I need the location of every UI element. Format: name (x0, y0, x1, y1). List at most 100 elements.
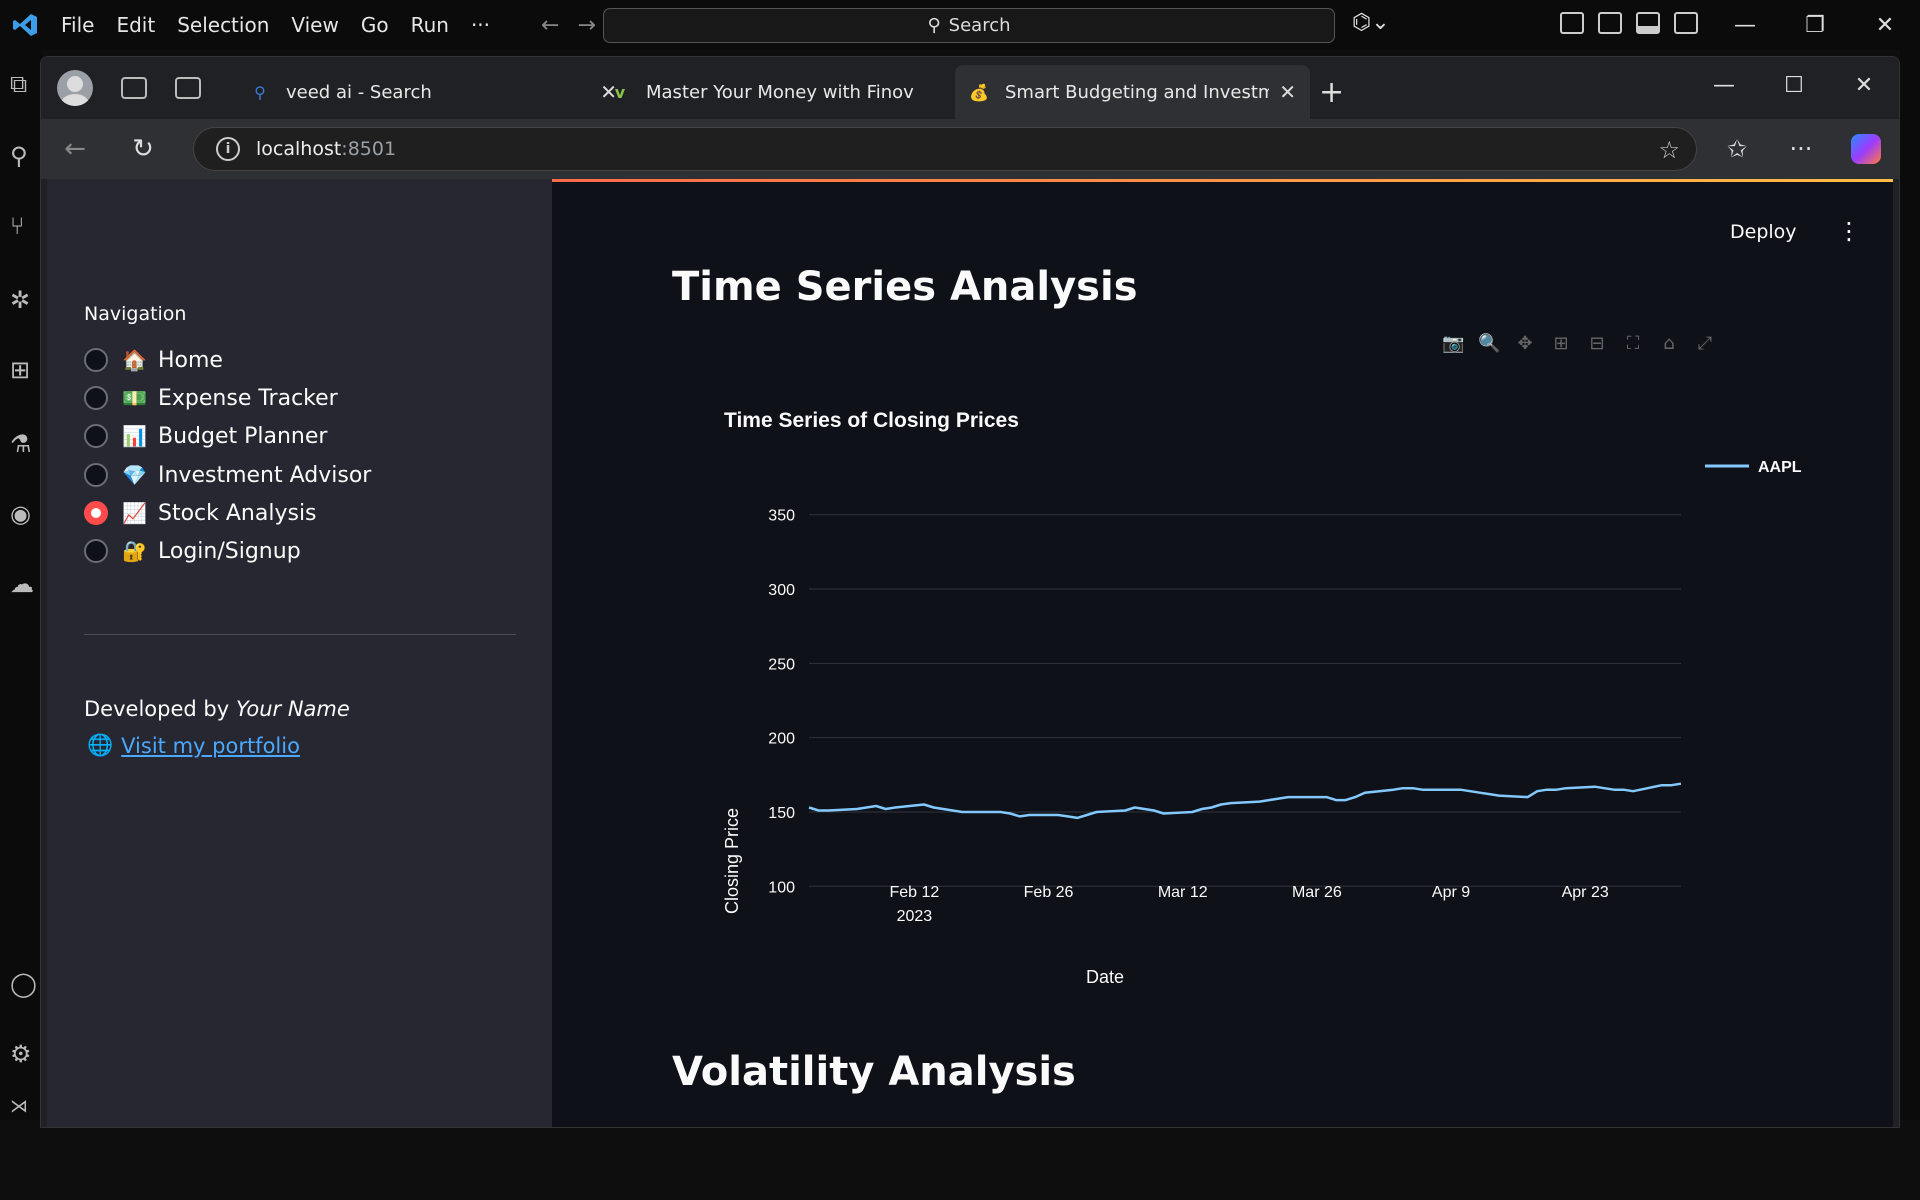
camera-icon[interactable]: 📷 (1442, 333, 1465, 354)
browser-maximize-button[interactable]: ☐ (1784, 72, 1804, 98)
back-arrow-icon[interactable]: ← (64, 134, 86, 164)
main-menu-icon[interactable]: ⋮ (1837, 217, 1861, 245)
account-icon[interactable]: ◯ (10, 970, 37, 998)
extensions-icon[interactable]: ⊞ (10, 356, 31, 384)
x-tick-label: Apr 23 (1562, 884, 1609, 901)
deploy-button[interactable]: Deploy (1730, 221, 1797, 243)
vscode-minimize-button[interactable]: — (1734, 12, 1756, 38)
streamlit-page: Navigation 🏠 Home 💵 Expense Tracker 📊 Bu… (47, 179, 1893, 1127)
navigation-label: Navigation (84, 303, 187, 325)
x-tick-label: Apr 9 (1432, 884, 1470, 901)
zoom-in-icon[interactable]: ⊞ (1553, 333, 1569, 354)
menu-edit[interactable]: Edit (116, 13, 156, 37)
close-icon[interactable]: ✕ (600, 80, 617, 104)
customize-layout-icon[interactable] (1560, 12, 1584, 34)
y-tick-label: 300 (768, 582, 795, 599)
section-title-volatility: Volatility Analysis (672, 1049, 1076, 1095)
source-control-icon[interactable]: ⑂ (10, 212, 25, 240)
time-series-chart[interactable]: Time Series of Closing Prices 100 150 200 2… (672, 397, 1862, 997)
radio-button[interactable] (84, 463, 108, 487)
y-tick-label: 150 (768, 805, 795, 822)
radio-button[interactable] (84, 386, 108, 410)
x-tick-label: Feb 12 (890, 884, 940, 901)
radio-button[interactable] (84, 348, 108, 372)
zoom-icon[interactable]: 🔍 (1478, 333, 1501, 354)
toggle-panel-icon[interactable] (1636, 12, 1660, 34)
search-icon: ⚲ (927, 15, 941, 36)
vscode-scroll-strip (1900, 50, 1920, 1120)
search-icon[interactable]: ⚲ (10, 142, 28, 170)
menu-run[interactable]: Run (410, 13, 449, 37)
menu-go[interactable]: Go (360, 13, 389, 37)
back-arrow-icon[interactable]: ← (541, 12, 560, 38)
y-tick-label: 250 (768, 656, 795, 673)
nav-option-investment-advisor[interactable]: 💎 Investment Advisor (84, 458, 371, 492)
legend-label[interactable]: AAPL (1758, 459, 1802, 476)
new-tab-button[interactable]: + (1319, 75, 1345, 110)
settings-gear-icon[interactable]: ⚙ (10, 1040, 32, 1068)
chart-series (808, 782, 1682, 820)
debug-icon[interactable]: ✲ (10, 286, 31, 314)
portfolio-link[interactable]: Visit my portfolio (121, 733, 300, 758)
nav-option-budget-planner[interactable]: 📊 Budget Planner (84, 419, 327, 453)
url-field[interactable]: i localhost:8501 ☆ (193, 127, 1697, 171)
x-tick-label: Feb 26 (1024, 884, 1074, 901)
vscode-search-box[interactable]: ⚲ Search (603, 8, 1335, 43)
veed-icon: v (614, 82, 626, 102)
nav-option-expense-tracker[interactable]: 💵 Expense Tracker (84, 381, 338, 415)
tab-finovate[interactable]: v Master Your Money with Finovate ✕ (596, 65, 991, 119)
nav-option-home[interactable]: 🏠 Home (84, 343, 223, 377)
browser-close-button[interactable]: ✕ (1854, 72, 1874, 98)
autoscale-icon[interactable]: ⛶ (1626, 333, 1640, 354)
vscode-activity-bar: ⧉ ⚲ ⑂ ✲ ⊞ ⚗ ◉ ☁ ◯ ⚙ ⋊ (0, 50, 42, 1120)
favorite-star-icon[interactable]: ☆ (1658, 136, 1680, 164)
nav-option-label: Stock Analysis (158, 500, 317, 526)
vscode-restore-button[interactable]: ❐ (1805, 12, 1825, 38)
copilot-icon[interactable] (1851, 134, 1881, 164)
x-axis-label: Date (1086, 967, 1124, 987)
nav-option-label: Login/Signup (158, 538, 301, 564)
nav-option-login-signup[interactable]: 🔐 Login/Signup (84, 534, 301, 568)
reset-axes-icon[interactable]: ⌂ (1663, 333, 1675, 354)
sidebar: Navigation 🏠 Home 💵 Expense Tracker 📊 Bu… (47, 179, 552, 1127)
tab-title: veed ai - Search (286, 81, 432, 103)
toggle-sidebar-icon[interactable] (1598, 12, 1622, 34)
radio-button[interactable] (84, 424, 108, 448)
forward-arrow-icon[interactable]: → (577, 12, 596, 38)
workspaces-icon[interactable] (121, 77, 147, 99)
zoom-out-icon[interactable]: ⊟ (1589, 333, 1605, 354)
series-line-aapl[interactable] (808, 782, 1682, 820)
copilot-icon[interactable]: ⌬⌄ (1352, 10, 1390, 35)
site-info-icon[interactable]: i (216, 137, 240, 161)
radio-button[interactable] (84, 539, 108, 563)
menu-more[interactable]: ··· (470, 13, 491, 37)
close-icon[interactable]: ✕ (1279, 80, 1296, 104)
tab-veed-search[interactable]: ⚲ veed ai - Search ✕ (236, 65, 631, 119)
menu-file[interactable]: File (61, 13, 95, 37)
browser-minimize-button[interactable]: — (1713, 72, 1735, 98)
nav-option-stock-analysis[interactable]: 📈 Stock Analysis (84, 496, 317, 530)
menu-view[interactable]: View (291, 13, 339, 37)
tab-actions-icon[interactable] (175, 77, 201, 99)
radio-button-selected[interactable] (84, 501, 108, 525)
pan-icon[interactable]: ✥ (1517, 333, 1533, 354)
plotly-modebar: 📷 🔍 ✥ ⊞ ⊟ ⛶ ⌂ ⤢ (1442, 333, 1716, 355)
menu-selection[interactable]: Selection (177, 13, 270, 37)
tab-smart-budgeting[interactable]: 💰 Smart Budgeting and Investment ✕ (955, 65, 1310, 119)
url-port: :8501 (341, 138, 397, 160)
docker-icon[interactable]: ☁ (10, 570, 34, 598)
more-options-icon[interactable]: ··· (1789, 135, 1813, 163)
remote-icon[interactable]: ◉ (10, 500, 31, 528)
tab-title: Smart Budgeting and Investment (1005, 81, 1269, 103)
fullscreen-icon[interactable]: ⤢ (1697, 333, 1713, 354)
toggle-secondary-sidebar-icon[interactable] (1674, 12, 1698, 34)
vscode-close-button[interactable]: ✕ (1875, 12, 1895, 38)
favorites-icon[interactable]: ✩ (1726, 135, 1748, 163)
profile-avatar[interactable] (57, 70, 93, 106)
explorer-icon[interactable]: ⧉ (10, 70, 28, 98)
testing-icon[interactable]: ⚗ (10, 430, 32, 458)
tab-title: Master Your Money with Finovate (646, 81, 914, 103)
remote-window-icon[interactable]: ⋊ (10, 1096, 28, 1117)
gem-icon: 💎 (122, 463, 147, 487)
refresh-icon[interactable]: ↻ (132, 134, 154, 164)
